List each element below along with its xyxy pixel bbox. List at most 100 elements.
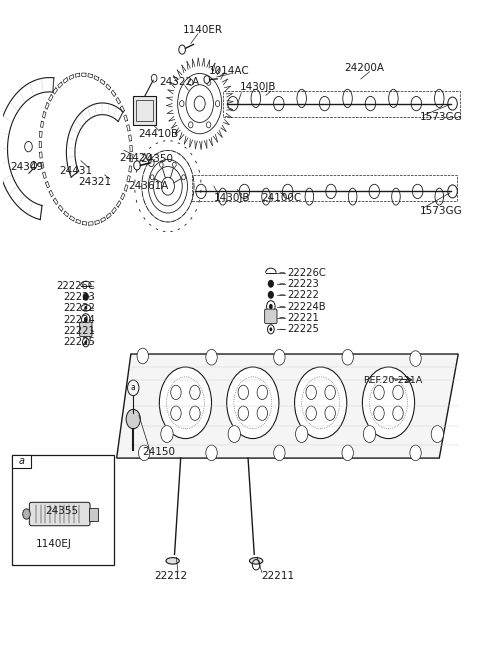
Text: 24150: 24150	[143, 447, 176, 457]
Circle shape	[137, 348, 148, 364]
Circle shape	[269, 327, 272, 331]
Circle shape	[84, 293, 88, 300]
Ellipse shape	[262, 188, 270, 205]
Circle shape	[374, 385, 384, 400]
Circle shape	[342, 350, 353, 365]
Ellipse shape	[392, 188, 400, 205]
FancyBboxPatch shape	[29, 502, 90, 525]
Circle shape	[268, 291, 273, 298]
Circle shape	[159, 162, 163, 167]
FancyBboxPatch shape	[264, 309, 277, 323]
Text: 24349: 24349	[10, 161, 43, 172]
Text: 24420: 24420	[119, 153, 152, 163]
Text: 22222: 22222	[288, 290, 319, 300]
Circle shape	[393, 385, 403, 400]
Text: 22225: 22225	[63, 337, 96, 347]
Circle shape	[227, 367, 279, 439]
Bar	[12, 455, 31, 468]
Text: 24410B: 24410B	[138, 129, 178, 139]
Ellipse shape	[389, 89, 398, 108]
Circle shape	[369, 184, 380, 199]
Circle shape	[206, 350, 217, 365]
Circle shape	[216, 100, 220, 107]
Text: 22224B: 22224B	[288, 302, 326, 312]
Circle shape	[228, 426, 240, 443]
Circle shape	[151, 74, 157, 82]
Text: 24322A: 24322A	[159, 77, 200, 87]
Circle shape	[274, 350, 285, 365]
Text: 1430JB: 1430JB	[240, 83, 276, 92]
Circle shape	[325, 385, 336, 400]
Text: REF.20-221A: REF.20-221A	[363, 375, 422, 384]
Text: 24350: 24350	[140, 154, 173, 164]
Circle shape	[274, 96, 284, 111]
Circle shape	[190, 385, 200, 400]
Text: 24321: 24321	[79, 176, 112, 187]
Circle shape	[206, 122, 211, 128]
Circle shape	[319, 96, 330, 111]
Circle shape	[134, 161, 140, 170]
Circle shape	[23, 509, 30, 520]
Circle shape	[182, 174, 185, 180]
Circle shape	[274, 445, 285, 461]
Bar	[223, 91, 460, 117]
Circle shape	[269, 304, 273, 309]
Circle shape	[283, 184, 293, 199]
Circle shape	[363, 426, 376, 443]
Text: 1140EJ: 1140EJ	[36, 539, 72, 549]
Text: 1573GG: 1573GG	[420, 206, 463, 216]
Circle shape	[374, 406, 384, 420]
Circle shape	[410, 351, 421, 367]
FancyBboxPatch shape	[133, 96, 156, 125]
Circle shape	[161, 426, 173, 443]
Ellipse shape	[297, 89, 306, 108]
Circle shape	[204, 75, 210, 83]
Circle shape	[138, 445, 150, 461]
Circle shape	[189, 122, 193, 128]
Text: 22221: 22221	[63, 325, 96, 336]
Text: 22211: 22211	[261, 571, 294, 581]
Circle shape	[238, 406, 249, 420]
Circle shape	[448, 97, 457, 110]
Circle shape	[296, 426, 308, 443]
Circle shape	[393, 406, 403, 420]
Circle shape	[362, 367, 415, 439]
Polygon shape	[117, 354, 458, 458]
Text: 22225: 22225	[288, 324, 319, 335]
Text: 22226C: 22226C	[288, 268, 326, 277]
Circle shape	[84, 306, 87, 310]
Text: 1140ER: 1140ER	[183, 25, 223, 35]
Ellipse shape	[250, 558, 263, 564]
Circle shape	[206, 79, 211, 85]
Text: 24355: 24355	[46, 506, 79, 516]
Circle shape	[180, 100, 184, 107]
Circle shape	[431, 426, 444, 443]
Circle shape	[325, 406, 336, 420]
Text: 1430JB: 1430JB	[214, 193, 251, 203]
Circle shape	[411, 96, 421, 111]
Text: 24100C: 24100C	[261, 193, 301, 203]
Text: 22222: 22222	[63, 303, 96, 313]
Circle shape	[306, 406, 316, 420]
Circle shape	[189, 79, 193, 85]
Bar	[89, 508, 97, 520]
Circle shape	[31, 161, 36, 169]
Circle shape	[239, 184, 250, 199]
Ellipse shape	[434, 89, 444, 108]
Circle shape	[257, 385, 267, 400]
Text: a: a	[19, 457, 25, 466]
Circle shape	[448, 185, 457, 198]
Circle shape	[196, 184, 206, 199]
Circle shape	[190, 406, 200, 420]
Circle shape	[126, 409, 140, 429]
Circle shape	[179, 45, 185, 54]
Circle shape	[171, 385, 181, 400]
Circle shape	[150, 174, 154, 180]
Circle shape	[306, 385, 316, 400]
Circle shape	[365, 96, 376, 111]
Circle shape	[412, 184, 423, 199]
Text: a: a	[131, 383, 136, 392]
Circle shape	[171, 406, 181, 420]
Text: 22221: 22221	[288, 313, 319, 323]
Circle shape	[257, 406, 267, 420]
